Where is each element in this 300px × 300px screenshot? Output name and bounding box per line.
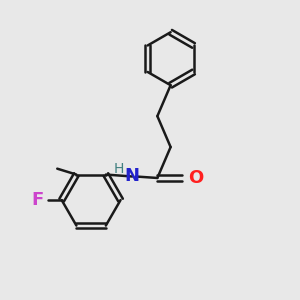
Text: F: F: [32, 191, 44, 209]
Text: O: O: [188, 169, 203, 187]
Text: H: H: [114, 162, 124, 176]
Text: N: N: [125, 167, 140, 185]
